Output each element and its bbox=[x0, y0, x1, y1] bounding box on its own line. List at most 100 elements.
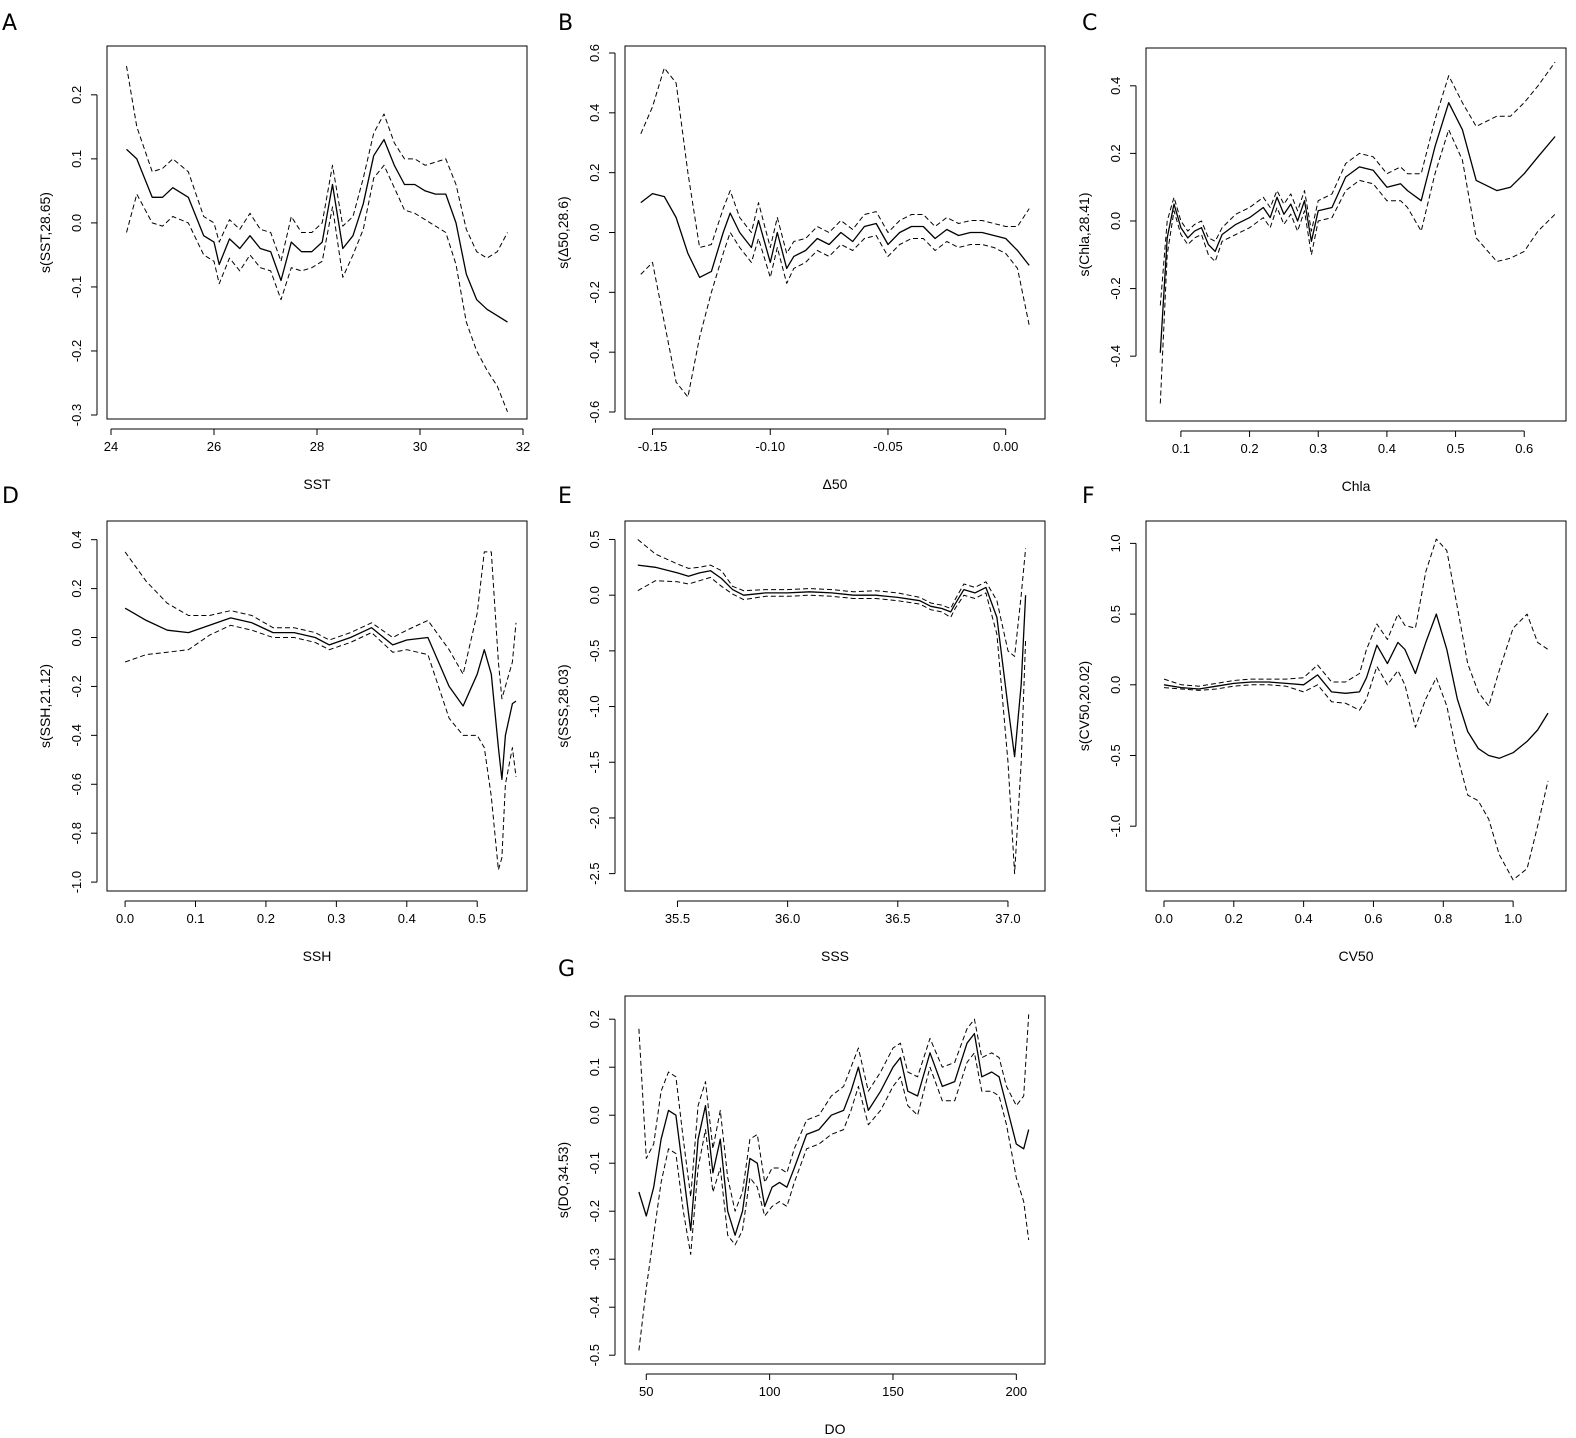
smooth-estimate-line bbox=[640, 192, 1030, 279]
x-tick-label: 0.2 bbox=[1241, 441, 1259, 456]
x-tick-label: 36.5 bbox=[885, 911, 910, 926]
y-tick-label: -1.0 bbox=[1108, 815, 1123, 837]
panel-g: G 50 100 150 200 -0.5 -0.4 -0.3 -0.2 -0.1 0.0 0.1 0.… bbox=[555, 957, 1046, 1437]
y-axis-title: s(CV50,20.02) bbox=[1076, 661, 1092, 751]
y-tick-label: -0.5 bbox=[1108, 744, 1123, 766]
x-tick-label: -0.10 bbox=[755, 439, 785, 454]
x-tick-label: 35.5 bbox=[665, 911, 690, 926]
y-tick-label: 0.2 bbox=[587, 1010, 602, 1028]
y-tick-label: 0.0 bbox=[1108, 212, 1123, 230]
x-tick-label: 1.0 bbox=[1504, 911, 1522, 926]
x-tick-label: 0.4 bbox=[398, 911, 416, 926]
y-tick-label: -0.6 bbox=[69, 773, 84, 795]
x-tick-label: 0.8 bbox=[1434, 911, 1452, 926]
x-tick-label: 0.5 bbox=[468, 911, 486, 926]
y-axis-title: s(DO,34.53) bbox=[555, 1142, 571, 1218]
confidence-band-line bbox=[124, 624, 517, 871]
panel-letter: F bbox=[1082, 484, 1095, 509]
y-tick-label: 0.0 bbox=[1108, 676, 1123, 694]
plot-frame bbox=[1145, 520, 1567, 892]
y-tick-label: 0.5 bbox=[1108, 605, 1123, 623]
panel-letter: E bbox=[558, 484, 572, 509]
y-axis-title: s(Δ50,28.6) bbox=[555, 196, 571, 268]
y-tick-label: -0.2 bbox=[69, 675, 84, 697]
y-tick-label: 0.5 bbox=[587, 530, 602, 548]
x-tick-label: 0.3 bbox=[1309, 441, 1327, 456]
y-axis-title: s(Chla,28.41) bbox=[1076, 192, 1092, 276]
y-tick-label: 0.4 bbox=[587, 104, 602, 122]
x-tick-label: 0.1 bbox=[186, 911, 204, 926]
panel-f: F 0.0 0.2 0.4 0.6 0.8 1.0 -1.0 -0.5 0.0 0.5 1.0 CV50… bbox=[1076, 484, 1567, 964]
y-axis-title: s(SSH,21.12) bbox=[37, 664, 53, 748]
confidence-band-line bbox=[126, 164, 508, 412]
plot-frame bbox=[1145, 47, 1567, 422]
confidence-band-line bbox=[640, 232, 1030, 398]
y-tick-label: 0.2 bbox=[69, 580, 84, 598]
x-tick-label: 0.0 bbox=[116, 911, 134, 926]
y-tick-label: 0.2 bbox=[587, 164, 602, 182]
panel-letter: G bbox=[558, 957, 575, 982]
x-tick-label: 36.0 bbox=[775, 911, 800, 926]
y-tick-label: -0.4 bbox=[587, 1296, 602, 1318]
x-tick-label: 0.5 bbox=[1447, 441, 1465, 456]
x-tick-label: 0.4 bbox=[1378, 441, 1396, 456]
x-tick-label: 0.2 bbox=[257, 911, 275, 926]
y-tick-label: 0.4 bbox=[69, 531, 84, 549]
y-tick-label: 0.1 bbox=[69, 150, 84, 168]
y-tick-label: -0.4 bbox=[69, 724, 84, 746]
x-tick-label: 200 bbox=[1005, 1384, 1027, 1399]
x-tick-label: 0.4 bbox=[1295, 911, 1313, 926]
y-tick-label: -2.0 bbox=[587, 807, 602, 829]
panel-e: E 35.5 36.0 36.5 37.0 -2.5 -2.0 -1.5 -1.0 -0.5 0.0… bbox=[555, 484, 1046, 964]
confidence-band-line bbox=[124, 551, 517, 700]
x-tick-label: -0.05 bbox=[873, 439, 903, 454]
x-tick-label: 28 bbox=[310, 439, 324, 454]
panel-a: A 24 26 28 30 32 -0.3 -0.2 -0.1 0.0 0.1 0.2 SST s(SST… bbox=[2, 11, 530, 492]
x-axis-title: Δ50 bbox=[823, 476, 848, 492]
y-tick-label: 1.0 bbox=[1108, 534, 1123, 552]
x-axis-title: DO bbox=[825, 1421, 846, 1437]
y-tick-label: -0.5 bbox=[587, 1344, 602, 1366]
confidence-band-line bbox=[638, 1052, 1030, 1351]
y-tick-label: -0.1 bbox=[587, 1152, 602, 1174]
y-tick-label: -0.2 bbox=[587, 281, 602, 303]
y-tick-label: -0.2 bbox=[69, 340, 84, 362]
y-tick-label: -0.3 bbox=[587, 1248, 602, 1270]
panel-letter: A bbox=[2, 11, 17, 36]
y-tick-label: -0.2 bbox=[1108, 277, 1123, 299]
y-tick-label: 0.6 bbox=[587, 44, 602, 62]
smooth-estimate-line bbox=[638, 1032, 1030, 1236]
x-tick-label: 0.6 bbox=[1515, 441, 1533, 456]
smooth-estimate-line bbox=[126, 138, 508, 323]
x-axis-title: SSH bbox=[303, 948, 332, 964]
x-axis-title: SSS bbox=[821, 948, 849, 964]
panel-letter: D bbox=[2, 484, 19, 509]
plot-frame bbox=[624, 995, 1046, 1365]
confidence-band-line bbox=[638, 1014, 1030, 1212]
y-axis-title: s(SST,28.65) bbox=[37, 192, 53, 273]
y-tick-label: 0.0 bbox=[587, 1106, 602, 1124]
smooth-estimate-line bbox=[1163, 613, 1549, 759]
y-tick-label: -0.6 bbox=[587, 401, 602, 423]
plot-frame bbox=[624, 520, 1046, 892]
confidence-band-line bbox=[1163, 538, 1549, 707]
plot-frame bbox=[106, 45, 528, 420]
y-tick-label: 0.4 bbox=[1108, 77, 1123, 95]
y-tick-label: -0.1 bbox=[69, 276, 84, 298]
y-tick-label: -1.5 bbox=[587, 751, 602, 773]
confidence-band-line bbox=[637, 539, 1027, 657]
x-tick-label: -0.15 bbox=[638, 439, 668, 454]
y-tick-label: 0.0 bbox=[587, 586, 602, 604]
x-tick-label: 24 bbox=[104, 439, 118, 454]
panel-d: D 0.0 0.1 0.2 0.3 0.4 0.5 -1.0 -0.8 -0.6 -0.4 -0.2 0… bbox=[2, 484, 528, 964]
y-tick-label: 0.1 bbox=[587, 1058, 602, 1076]
confidence-band-line bbox=[126, 65, 508, 262]
x-tick-label: 0.00 bbox=[993, 439, 1018, 454]
x-tick-label: 0.1 bbox=[1172, 441, 1190, 456]
x-tick-label: 0.6 bbox=[1364, 911, 1382, 926]
x-axis-title: SST bbox=[303, 476, 331, 492]
confidence-band-line bbox=[637, 576, 1027, 875]
x-tick-label: 0.3 bbox=[327, 911, 345, 926]
y-tick-label: 0.0 bbox=[69, 214, 84, 232]
panel-letter: B bbox=[558, 11, 573, 36]
